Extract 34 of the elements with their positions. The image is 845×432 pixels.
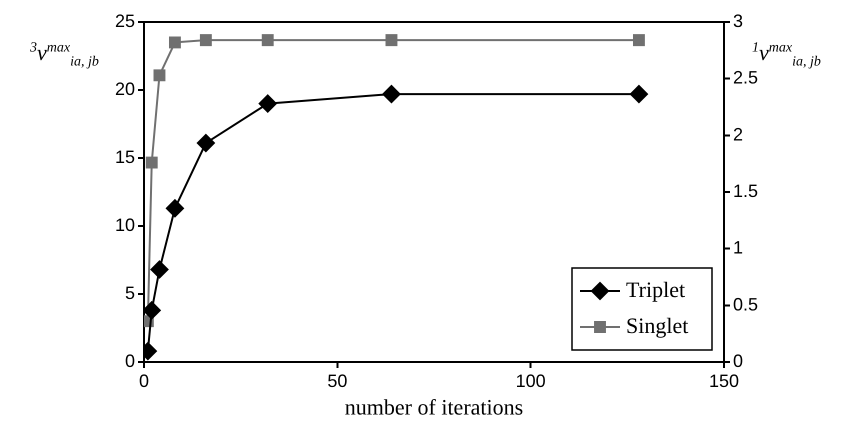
y2-tick-label: 1 [733,238,744,258]
legend-label: Triplet [626,276,686,302]
point [386,34,398,46]
point [144,301,161,320]
x-tick-label: 100 [516,370,546,391]
y2-tick-label: 2.5 [733,68,758,88]
y2-tick-label: 0.5 [733,294,758,314]
x-tick-label: 0 [138,370,150,391]
legend-label: Singlet [626,312,688,338]
y-tick-label: 0 [124,350,135,371]
x-axis-title: number of iterations [344,394,524,420]
y-tick-label: 5 [124,282,135,303]
y-tick-label: 15 [114,146,135,167]
y2-tick-label: 2 [733,124,744,144]
point [154,69,166,82]
point [262,34,274,46]
point [168,36,181,48]
y2-tick-label: 0 [733,350,744,371]
y2-tick-label: 1.5 [733,180,758,201]
point [630,85,648,104]
y-tick-label: 10 [114,214,135,235]
y-tick-label: 25 [114,10,135,31]
point [632,34,645,46]
y-tick-label: 20 [114,78,135,99]
point [166,199,184,218]
point [200,34,212,46]
point [146,156,158,168]
x-tick-label: 150 [708,370,740,391]
point [258,94,277,113]
point [382,85,400,104]
x-tick-label: 50 [327,370,348,391]
point [196,134,215,152]
y2-tick-label: 3 [733,10,744,31]
point [150,260,168,279]
